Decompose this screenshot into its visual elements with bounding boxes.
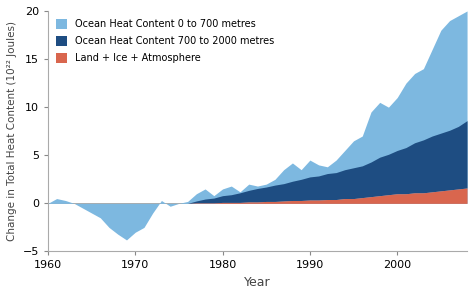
- Y-axis label: Change in Total Heat Content (10²² Joules): Change in Total Heat Content (10²² Joule…: [7, 21, 17, 241]
- X-axis label: Year: Year: [244, 276, 271, 289]
- Legend: Ocean Heat Content 0 to 700 metres, Ocean Heat Content 700 to 2000 metres, Land : Ocean Heat Content 0 to 700 metres, Ocea…: [53, 16, 277, 66]
